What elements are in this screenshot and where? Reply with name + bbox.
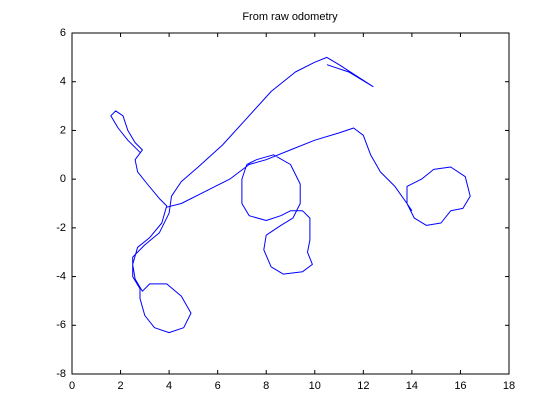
x-tick-label: 14 xyxy=(406,380,418,392)
x-tick-label: 18 xyxy=(503,380,515,392)
y-tick-label: -8 xyxy=(56,368,66,380)
axes-box xyxy=(71,32,510,375)
trajectory-line xyxy=(110,56,471,334)
y-tick-label: 2 xyxy=(60,124,66,136)
y-tick-label: 6 xyxy=(60,27,66,39)
y-tick-label: -6 xyxy=(56,319,66,331)
x-tick-label: 10 xyxy=(309,380,321,392)
x-tick-label: 4 xyxy=(166,380,172,392)
y-tick-label: 4 xyxy=(60,76,66,88)
x-tick-label: 6 xyxy=(215,380,221,392)
x-tick-label: 8 xyxy=(263,380,269,392)
x-tick-label: 2 xyxy=(117,380,123,392)
x-tick-label: 12 xyxy=(357,380,369,392)
y-tick-label: -4 xyxy=(56,270,66,282)
y-tick-label: 0 xyxy=(60,173,66,185)
chart-title: From raw odometry xyxy=(242,11,338,23)
x-tick-label: 0 xyxy=(69,380,75,392)
x-tick-label: 16 xyxy=(454,380,466,392)
y-tick-label: -2 xyxy=(56,222,66,234)
